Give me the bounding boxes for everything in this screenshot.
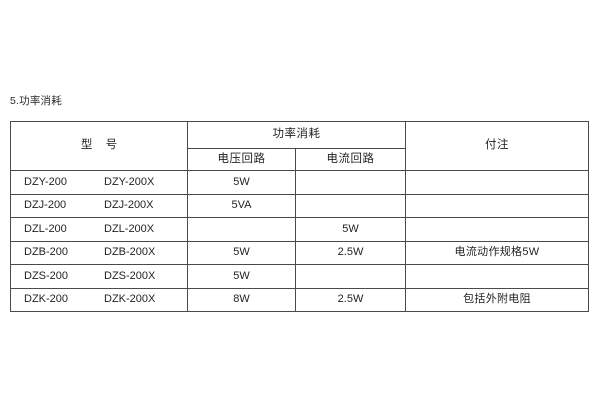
cell-current-circuit <box>295 264 406 289</box>
header-remark-label: 付注 <box>485 139 509 152</box>
cell-current-circuit <box>295 193 406 218</box>
header-voltage-circuit-label: 电压回路 <box>217 152 266 165</box>
table-row: DZS-200 DZS-200X 5W <box>10 264 589 289</box>
power-consumption-table: 型 号 功率消耗 付注 电压回路 电流回路 DZY-200 DZY-200X 5W <box>10 121 589 312</box>
table-header: 型 号 功率消耗 付注 电压回路 电流回路 <box>10 121 589 171</box>
table-row: DZY-200 DZY-200X 5W <box>10 170 589 195</box>
model-code-secondary: DZB-200X <box>104 246 156 259</box>
cell-model: DZK-200 DZK-200X <box>10 287 188 312</box>
cell-current-circuit: 2.5W <box>295 287 406 312</box>
cell-current-circuit <box>295 170 406 195</box>
cell-model: DZS-200 DZS-200X <box>10 264 188 289</box>
cell-remark <box>405 264 589 289</box>
model-code-primary: DZY-200 <box>24 175 68 188</box>
model-code-primary: DZJ-200 <box>24 199 67 212</box>
model-code-secondary: DZS-200X <box>104 269 156 282</box>
header-model-label: 型 号 <box>80 139 123 152</box>
cell-voltage-circuit: 5W <box>187 240 296 265</box>
model-code-primary: DZL-200 <box>24 222 67 235</box>
model-code-primary: DZK-200 <box>24 293 69 306</box>
model-code-secondary: DZL-200X <box>104 222 155 235</box>
table-body: DZY-200 DZY-200X 5W DZJ-200 DZJ-200X 5VA D… <box>10 170 589 312</box>
table-row: DZL-200 DZL-200X 5W <box>10 217 589 242</box>
cell-remark <box>405 170 589 195</box>
header-current-circuit: 电流回路 <box>295 148 406 171</box>
cell-voltage-circuit: 8W <box>187 287 296 312</box>
model-code-primary: DZB-200 <box>24 246 69 259</box>
header-power-group-label: 功率消耗 <box>272 128 321 141</box>
cell-model: DZL-200 DZL-200X <box>10 217 188 242</box>
header-model: 型 号 <box>10 121 188 171</box>
model-code-secondary: DZJ-200X <box>104 199 154 212</box>
cell-voltage-circuit: 5W <box>187 170 296 195</box>
cell-current-circuit: 5W <box>295 217 406 242</box>
header-current-circuit-label: 电流回路 <box>326 152 375 165</box>
cell-voltage-circuit: 5VA <box>187 193 296 218</box>
cell-voltage-circuit: 5W <box>187 264 296 289</box>
section-caption: 5.功率消耗 <box>10 95 62 107</box>
table-row: DZB-200 DZB-200X 5W 2.5W 电流动作规格5W <box>10 240 589 265</box>
cell-model: DZJ-200 DZJ-200X <box>10 193 188 218</box>
model-code-primary: DZS-200 <box>24 269 69 282</box>
cell-remark: 包括外附电阻 <box>405 287 589 312</box>
cell-remark <box>405 193 589 218</box>
cell-remark <box>405 217 589 242</box>
header-power-group: 功率消耗 <box>187 121 406 149</box>
table-row: DZJ-200 DZJ-200X 5VA <box>10 193 589 218</box>
table-row: DZK-200 DZK-200X 8W 2.5W 包括外附电阻 <box>10 287 589 312</box>
cell-voltage-circuit <box>187 217 296 242</box>
header-remark: 付注 <box>405 121 589 171</box>
cell-current-circuit: 2.5W <box>295 240 406 265</box>
model-code-secondary: DZY-200X <box>104 175 155 188</box>
cell-model: DZB-200 DZB-200X <box>10 240 188 265</box>
cell-remark: 电流动作规格5W <box>405 240 589 265</box>
cell-model: DZY-200 DZY-200X <box>10 170 188 195</box>
header-voltage-circuit: 电压回路 <box>187 148 296 171</box>
model-code-secondary: DZK-200X <box>104 293 156 306</box>
